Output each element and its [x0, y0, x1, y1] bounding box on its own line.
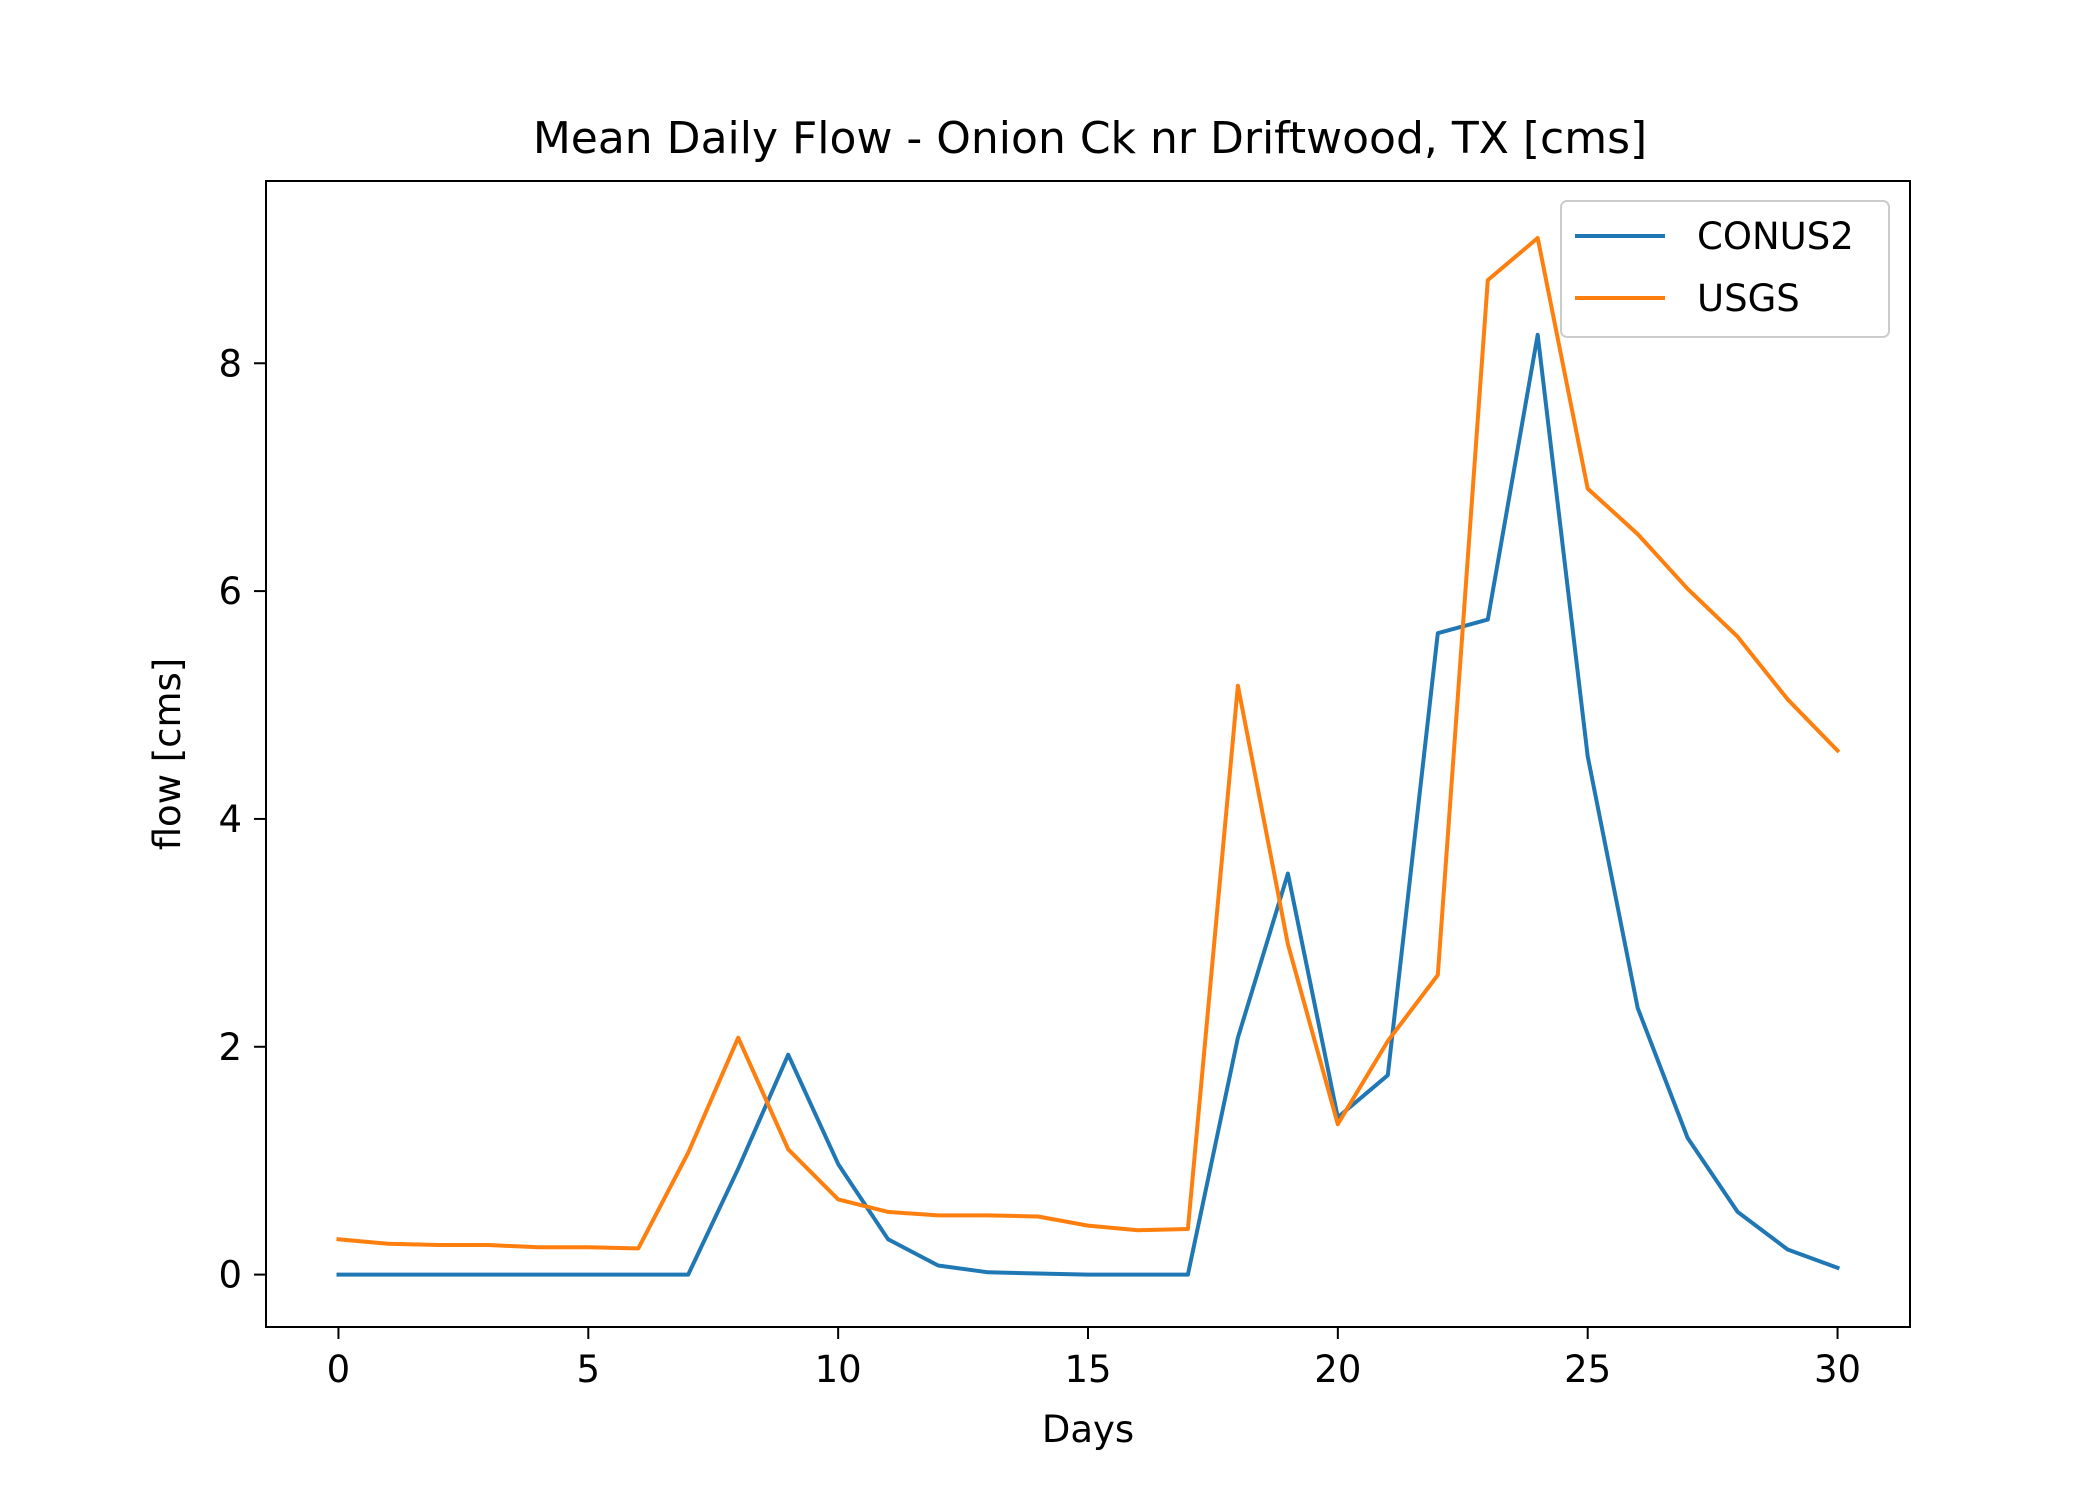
x-tick-label: 30	[1814, 1348, 1861, 1391]
legend-label-usgs: USGS	[1697, 277, 1800, 320]
y-tick-label: 6	[218, 570, 242, 613]
x-ticks: 0 5 10 15 20 25 30	[327, 1327, 1861, 1391]
chart-title: Mean Daily Flow - Onion Ck nr Driftwood,…	[533, 113, 1647, 164]
legend-label-conus2: CONUS2	[1697, 215, 1854, 258]
y-tick-label: 2	[218, 1026, 242, 1069]
x-tick-label: 0	[327, 1348, 351, 1391]
series-line-usgs	[336, 236, 1841, 1251]
x-tick-label: 25	[1564, 1348, 1611, 1391]
y-tick-label: 4	[218, 798, 242, 841]
x-tick-label: 15	[1064, 1348, 1111, 1391]
y-axis-label: flow [cms]	[146, 658, 189, 851]
y-tick-label: 8	[218, 342, 242, 385]
y-tick-label: 0	[218, 1254, 242, 1297]
x-tick-label: 5	[577, 1348, 601, 1391]
x-axis-label: Days	[1042, 1408, 1134, 1451]
legend: CONUS2 USGS	[1560, 200, 1890, 338]
x-tick-label: 20	[1314, 1348, 1361, 1391]
y-ticks: 0 2 4 6 8	[218, 342, 266, 1297]
x-tick-label: 10	[815, 1348, 862, 1391]
lines-layer	[336, 236, 1841, 1277]
series-line-conus2	[336, 332, 1841, 1277]
